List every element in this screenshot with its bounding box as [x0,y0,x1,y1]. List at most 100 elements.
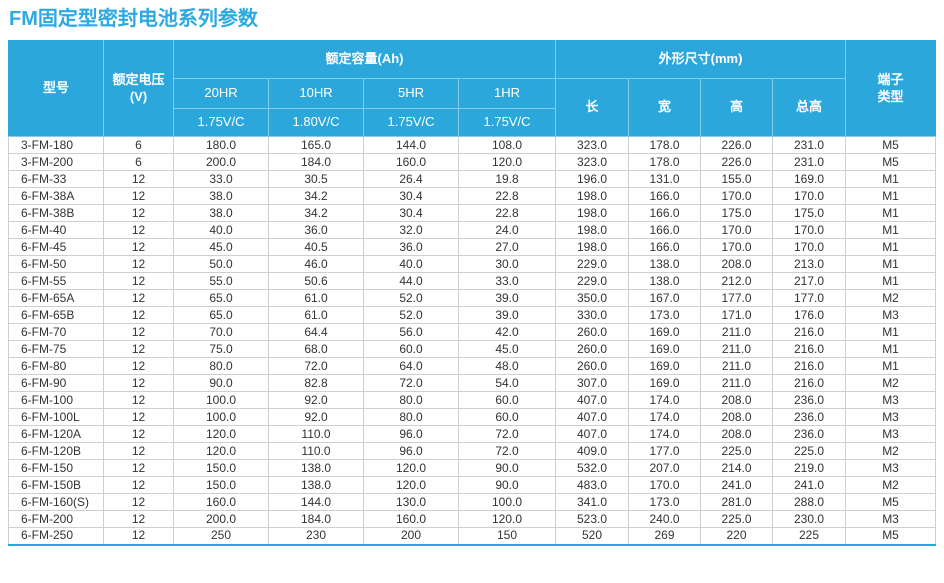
capacity-5hr-cell: 60.0 [363,340,459,358]
model-cell: 6-FM-150B [8,476,104,494]
capacity-10hr-cell: 184.0 [268,510,364,528]
capacity-20hr-cell: 160.0 [173,493,269,511]
width-cell: 166.0 [628,221,701,239]
capacity-5hr-cell: 72.0 [363,374,459,392]
height-cell: 208.0 [700,408,773,426]
voltage-cell: 12 [103,170,174,188]
terminal-type-cell: M5 [845,493,937,511]
capacity-1hr-cell: 48.0 [458,357,556,375]
length-cell: 483.0 [555,476,629,494]
terminal-type-cell: M1 [845,272,937,290]
capacity-10hr-cell: 40.5 [268,238,364,256]
col-group-dimensions: 外形尺寸(mm) [554,40,847,79]
terminal-type-cell: M2 [845,476,937,494]
capacity-10hr-cell: 61.0 [268,289,364,307]
height-cell: 211.0 [700,357,773,375]
length-cell: 350.0 [555,289,629,307]
terminal-type-cell: M1 [845,255,937,273]
terminal-type-cell: M1 [845,340,937,358]
capacity-20hr-cell: 75.0 [173,340,269,358]
battery-spec-table: 型号 额定电压(V) 额定容量(Ah) 外形尺寸(mm) 端子类型 20HR 1… [8,40,937,546]
width-cell: 269 [628,527,701,546]
col-header-length: 长 [555,78,629,137]
capacity-10hr-cell: 72.0 [268,357,364,375]
terminal-type-cell: M1 [845,204,937,222]
table-row: 3-FM-180 6 180.0 165.0 144.0 108.0 323.0 178.0 2… [8,136,937,154]
width-cell: 178.0 [628,153,701,171]
table-body: 3-FM-180 6 180.0 165.0 144.0 108.0 323.0 178.0 2… [8,136,937,546]
capacity-5hr-cell: 52.0 [363,306,459,324]
terminal-type-cell: M1 [845,187,937,205]
voltage-cell: 12 [103,255,174,273]
voltage-cell: 12 [103,357,174,375]
capacity-5hr-cell: 56.0 [363,323,459,341]
voltage-cell: 6 [103,153,174,171]
length-cell: 198.0 [555,187,629,205]
capacity-1hr-cell: 72.0 [458,425,556,443]
voltage-cell: 12 [103,306,174,324]
table-row: 6-FM-40 12 40.0 36.0 32.0 24.0 198.0 166.0 170.0… [8,221,937,239]
width-cell: 166.0 [628,238,701,256]
model-cell: 6-FM-45 [8,238,104,256]
length-cell: 260.0 [555,340,629,358]
length-cell: 260.0 [555,357,629,375]
capacity-20hr-cell: 180.0 [173,136,269,154]
capacity-20hr-cell: 250 [173,527,269,546]
model-cell: 3-FM-180 [8,136,104,154]
voltage-cell: 12 [103,510,174,528]
col-header-terminal-type-label: 端子类型 [877,72,904,104]
capacity-20hr-cell: 38.0 [173,187,269,205]
length-cell: 407.0 [555,425,629,443]
capacity-5hr-cell: 120.0 [363,476,459,494]
length-cell: 532.0 [555,459,629,477]
height-cell: 155.0 [700,170,773,188]
total-height-cell: 219.0 [771,459,847,477]
col-header-voltage-label: 额定电压(V) [112,72,165,104]
col-header-height: 高 [700,78,773,137]
voltage-cell: 12 [103,238,174,256]
capacity-10hr-cell: 92.0 [268,408,364,426]
capacity-1hr-cell: 24.0 [458,221,556,239]
model-cell: 6-FM-33 [8,170,104,188]
capacity-5hr-cell: 96.0 [363,442,459,460]
terminal-type-cell: M3 [845,510,937,528]
table-row: 6-FM-50 12 50.0 46.0 40.0 30.0 229.0 138.0 208.0… [8,255,937,273]
height-cell: 170.0 [700,238,773,256]
col-header-width: 宽 [628,78,701,137]
length-cell: 260.0 [555,323,629,341]
voltage-cell: 12 [103,493,174,511]
capacity-1hr-cell: 60.0 [458,391,556,409]
total-height-cell: 217.0 [771,272,847,290]
width-cell: 170.0 [628,476,701,494]
total-height-cell: 231.0 [771,136,847,154]
capacity-5hr-cell: 144.0 [363,136,459,154]
total-height-cell: 177.0 [771,289,847,307]
page-title: FM固定型密封电池系列参数 [9,8,258,30]
width-cell: 174.0 [628,425,701,443]
height-cell: 170.0 [700,187,773,205]
total-height-cell: 236.0 [771,425,847,443]
capacity-10hr-cell: 68.0 [268,340,364,358]
width-cell: 169.0 [628,323,701,341]
total-height-cell: 216.0 [771,340,847,358]
terminal-type-cell: M5 [845,527,937,546]
table-row: 6-FM-150B 12 150.0 138.0 120.0 90.0 483.0 170.0… [8,476,937,494]
col-header-20hr: 20HR [173,78,269,109]
length-cell: 523.0 [555,510,629,528]
capacity-1hr-cell: 108.0 [458,136,556,154]
capacity-5hr-cell: 64.0 [363,357,459,375]
capacity-10hr-cell: 64.4 [268,323,364,341]
capacity-20hr-cell: 90.0 [173,374,269,392]
total-height-cell: 213.0 [771,255,847,273]
col-group-rated-capacity: 额定容量(Ah) [173,40,556,79]
terminal-type-cell: M3 [845,459,937,477]
capacity-20hr-cell: 45.0 [173,238,269,256]
table-row: 6-FM-45 12 45.0 40.5 36.0 27.0 198.0 166.0 170.0… [8,238,937,256]
length-cell: 307.0 [555,374,629,392]
model-cell: 6-FM-38B [8,204,104,222]
capacity-1hr-cell: 30.0 [458,255,556,273]
capacity-5hr-cell: 80.0 [363,391,459,409]
capacity-1hr-cell: 39.0 [458,306,556,324]
model-cell: 6-FM-150 [8,459,104,477]
capacity-5hr-cell: 160.0 [363,153,459,171]
